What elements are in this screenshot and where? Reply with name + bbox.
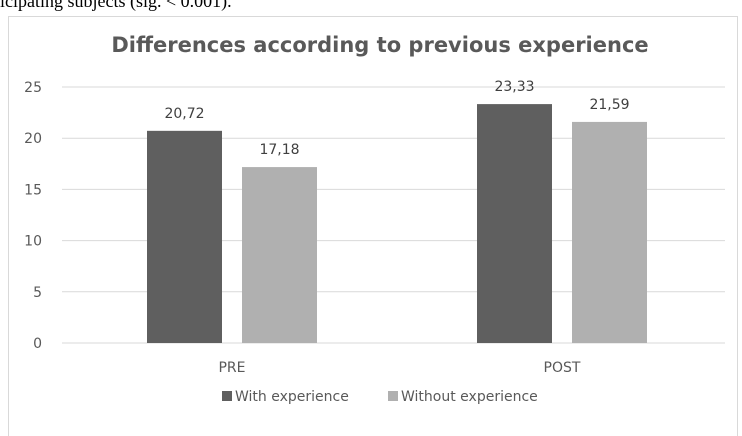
- x-axis-ticks: PRE POST: [218, 360, 580, 376]
- x-tick-label: POST: [544, 360, 581, 376]
- chart-title: Differences according to previous experi…: [111, 33, 648, 57]
- chart-frame: [8, 16, 738, 436]
- data-label: 17,18: [259, 142, 299, 158]
- data-label: 21,59: [589, 97, 629, 113]
- legend-swatch: [222, 391, 232, 401]
- bar: [242, 167, 317, 343]
- bars: [147, 104, 647, 344]
- bar: [477, 104, 552, 343]
- data-labels: 20,72 23,33 17,18 21,59: [164, 79, 629, 158]
- data-label: 23,33: [494, 79, 534, 95]
- y-tick-label: 10: [24, 234, 42, 250]
- bar: [572, 121, 647, 344]
- y-tick-label: 5: [33, 285, 42, 301]
- legend-swatch: [388, 391, 398, 401]
- document-text: icipating subjects (sig. < 0.001).: [0, 0, 232, 11]
- x-tick-label: PRE: [218, 360, 245, 376]
- bar: [147, 130, 222, 343]
- y-tick-label: 25: [24, 80, 42, 96]
- legend: With experience Without experience: [222, 389, 538, 405]
- y-tick-label: 0: [33, 336, 42, 352]
- y-tick-label: 15: [24, 182, 42, 198]
- legend-label: With experience: [235, 389, 349, 405]
- data-label: 20,72: [164, 106, 204, 122]
- y-tick-label: 20: [24, 131, 42, 147]
- legend-label: Without experience: [401, 389, 538, 405]
- y-axis-ticks: 0 5 10 15 20 25: [24, 80, 42, 352]
